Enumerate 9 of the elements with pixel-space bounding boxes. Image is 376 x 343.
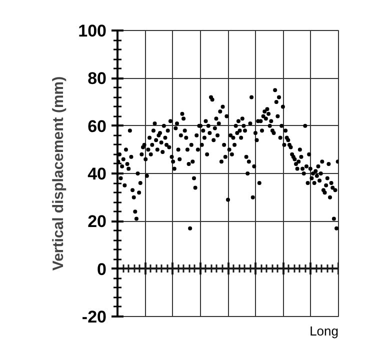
y-tick-label: 100 [78, 22, 107, 40]
y-tick-label: 60 [88, 116, 107, 136]
y-tick-label: 80 [88, 69, 107, 88]
text: Long [310, 324, 338, 338]
y-axis-title: Vertical displacement (mm) [50, 76, 68, 271]
y-tick-label: 40 [88, 164, 107, 184]
y-tick-label: 20 [88, 212, 107, 232]
y-tick-label: -20 [82, 308, 107, 326]
y-tick-label: 0 [97, 260, 107, 279]
